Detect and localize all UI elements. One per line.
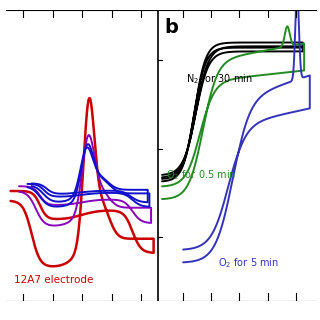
- Text: 12A7 electrode: 12A7 electrode: [14, 275, 93, 285]
- Text: N$_2$ for 30 min: N$_2$ for 30 min: [187, 72, 253, 86]
- Text: O$_2$ for 5 min: O$_2$ for 5 min: [218, 256, 279, 270]
- Text: O$_2$ for 0.5 min: O$_2$ for 0.5 min: [166, 169, 236, 182]
- Text: b: b: [164, 18, 178, 37]
